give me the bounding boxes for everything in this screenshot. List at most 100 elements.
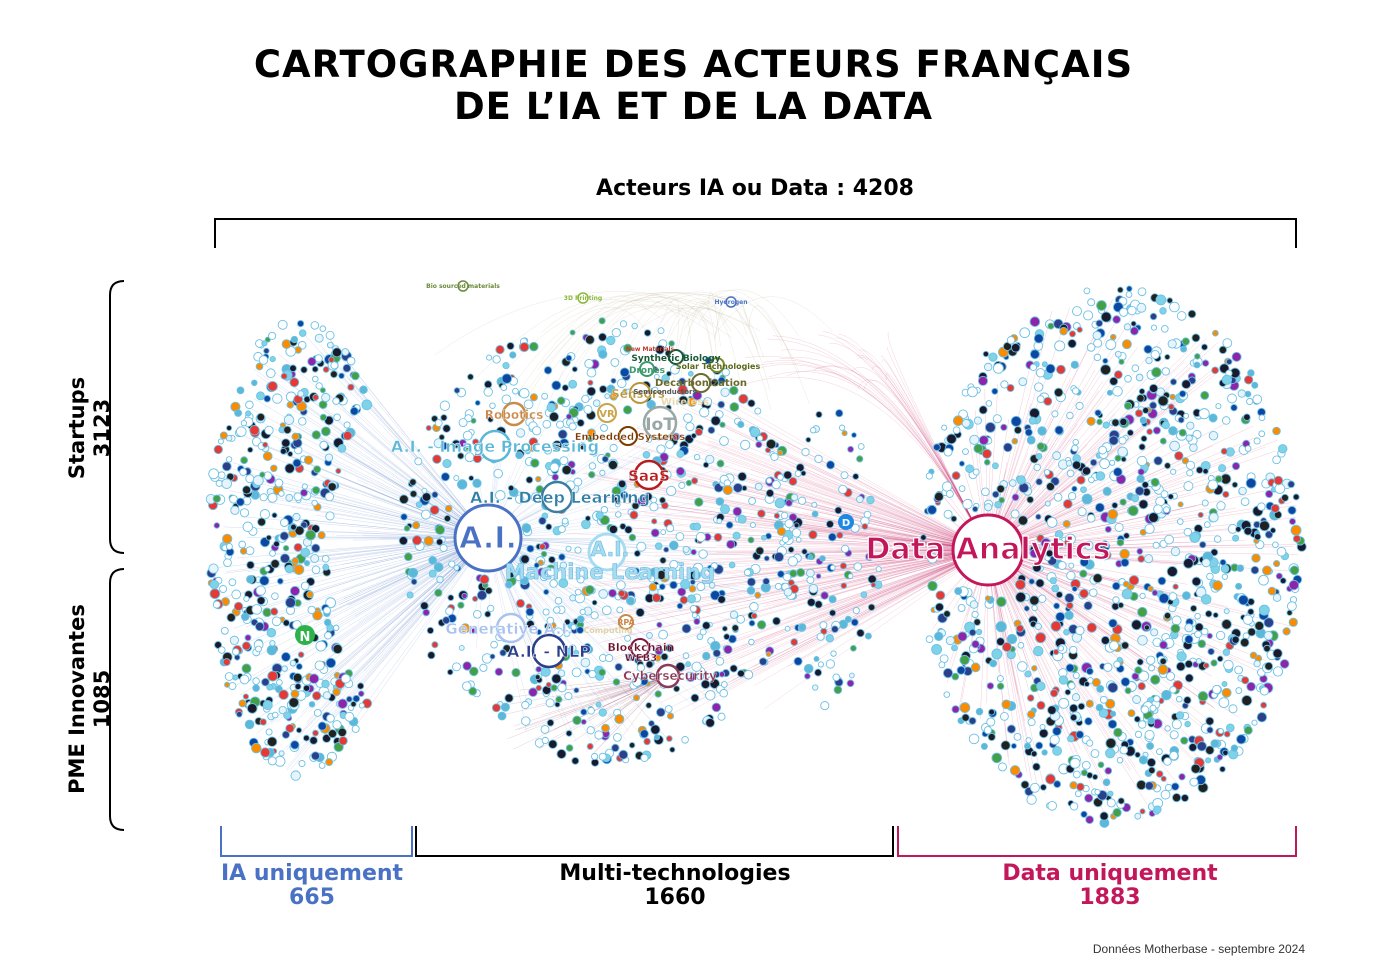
edge [691, 549, 989, 711]
actor-node [732, 506, 743, 517]
actor-node [1180, 793, 1189, 803]
actor-node [991, 462, 999, 470]
actor-node [249, 424, 260, 436]
actor-node [292, 672, 303, 683]
actor-node [243, 595, 250, 602]
actor-node [458, 439, 467, 448]
edge [987, 549, 1175, 792]
actor-node [1010, 742, 1017, 750]
actor-node [605, 654, 614, 663]
edge [588, 675, 669, 703]
actor-node [576, 626, 584, 634]
actor-node [327, 482, 337, 492]
actor-node [1113, 370, 1123, 380]
actor-node [691, 661, 702, 672]
actor-node [520, 554, 530, 564]
actor-node [1146, 655, 1156, 665]
edge [987, 445, 1213, 551]
actor-node [941, 481, 953, 492]
edge [987, 436, 1258, 551]
actor-node [750, 427, 761, 438]
actor-node [1171, 719, 1182, 730]
actor-node [1243, 526, 1253, 536]
edge [507, 675, 669, 740]
actor-node [1279, 577, 1287, 585]
actor-node [1102, 357, 1109, 364]
actor-node [1106, 389, 1113, 396]
actor-node [825, 659, 836, 669]
actor-node [472, 609, 482, 619]
actor-node [820, 591, 829, 600]
actor-node [675, 466, 685, 476]
actor-node [830, 650, 837, 657]
actor-node [1080, 810, 1088, 818]
actor-node [1178, 773, 1186, 781]
actor-node [286, 401, 294, 409]
actor-node [693, 617, 701, 626]
actor-node [806, 568, 815, 578]
actor-node [1206, 572, 1214, 581]
actor-node [297, 651, 305, 658]
actor-node [726, 539, 736, 550]
edge [687, 302, 718, 363]
actor-node [221, 478, 233, 489]
actor-node [719, 421, 726, 428]
actor-node [972, 468, 980, 476]
actor-node [319, 387, 326, 394]
actor-node [543, 446, 553, 455]
actor-node [748, 638, 755, 646]
actor-node [311, 565, 321, 575]
edge [581, 493, 989, 551]
actor-node [212, 494, 221, 503]
actor-node [242, 521, 254, 533]
actor-node [493, 468, 503, 479]
pme-bracket [109, 568, 125, 831]
ia-only-text: IA uniquement [220, 861, 404, 886]
actor-node [479, 663, 488, 672]
actor-node [831, 625, 839, 634]
actor-node [1035, 513, 1042, 520]
actor-node [412, 521, 421, 530]
actor-node [808, 583, 819, 594]
actor-node [1189, 531, 1201, 543]
actor-node [1102, 421, 1110, 429]
actor-node [610, 377, 617, 384]
edge [746, 423, 989, 551]
blockchain-label: Blockchain [608, 641, 675, 654]
edge [660, 504, 989, 551]
actor-node [453, 387, 461, 394]
actor-node [996, 596, 1007, 608]
actor-node [1105, 698, 1116, 709]
actor-node [703, 397, 713, 407]
actor-node [1194, 630, 1202, 639]
actor-node [737, 420, 745, 429]
edge [987, 507, 1236, 551]
edge [677, 308, 732, 410]
actor-node [434, 588, 443, 597]
actor-node [274, 478, 284, 488]
actor-node [306, 590, 314, 599]
actor-node [302, 684, 311, 692]
actor-node [749, 602, 759, 612]
actor-node [1096, 300, 1107, 311]
actor-node [737, 471, 747, 482]
edge [714, 296, 833, 336]
actor-node [311, 430, 321, 440]
actor-node [1134, 666, 1143, 675]
actor-node [262, 700, 273, 711]
actor-node [653, 373, 660, 380]
actor-node [208, 468, 220, 480]
actor-node [927, 580, 938, 592]
actor-node [438, 434, 445, 441]
actor-node [303, 455, 314, 465]
actor-node [594, 730, 604, 740]
actor-node [266, 736, 278, 747]
actor-node [642, 450, 651, 459]
actor-node [542, 419, 552, 429]
actor-node [1287, 480, 1295, 489]
actor-node [516, 598, 525, 608]
actor-node [1258, 414, 1266, 422]
actor-node [511, 668, 521, 678]
edge [763, 359, 989, 551]
actor-node [1076, 326, 1083, 333]
